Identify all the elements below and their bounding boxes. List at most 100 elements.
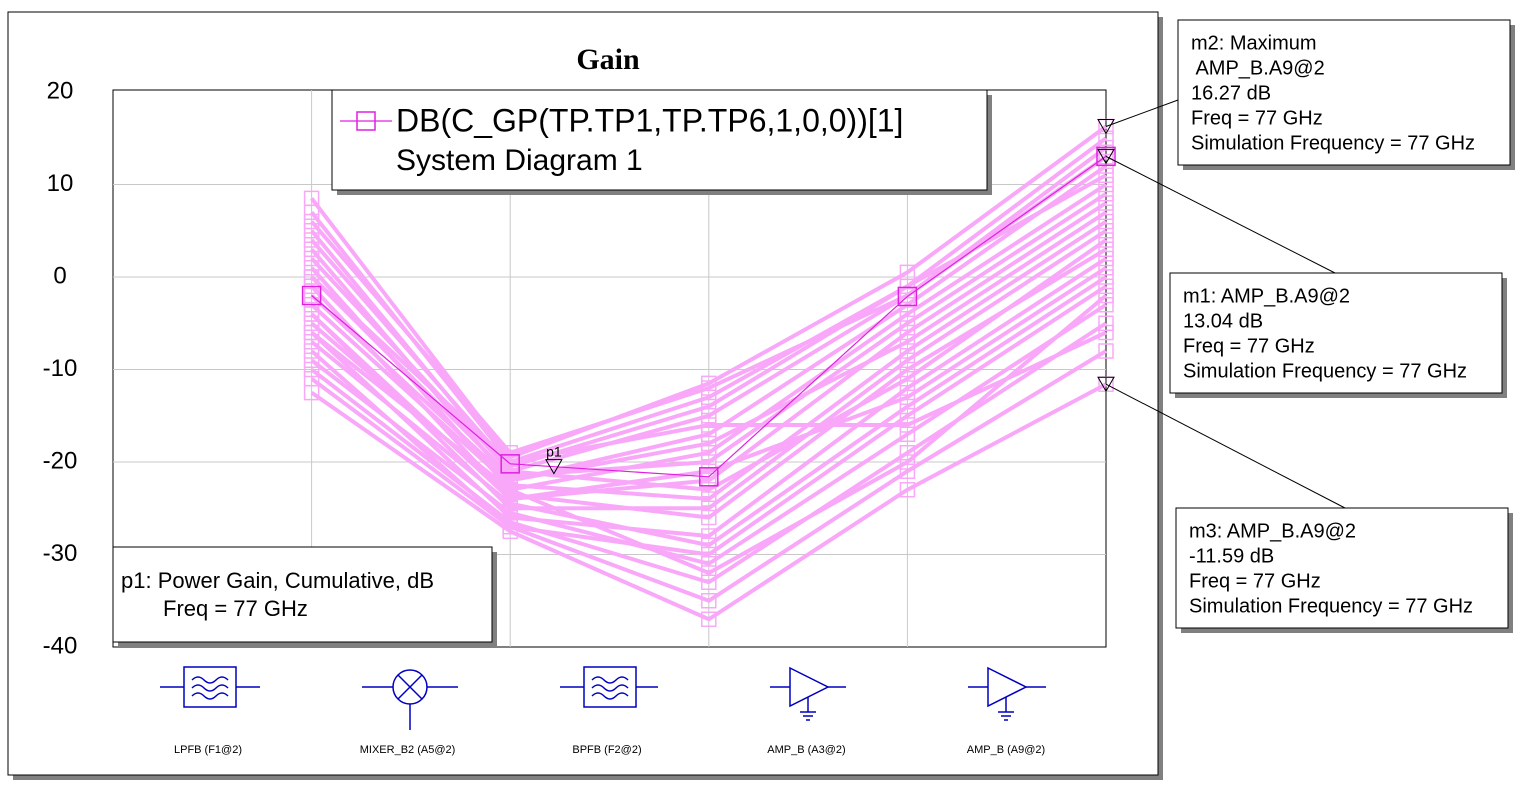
mc-trace-point: [701, 426, 717, 442]
mc-trace-point: [303, 287, 320, 304]
mc-trace-point: [1098, 186, 1114, 202]
mc-trace-point: [1098, 130, 1114, 146]
marker-text: Simulation Frequency = 77 GHz: [1191, 132, 1475, 154]
marker-text: m1: AMP_B.A9@2: [1183, 285, 1350, 307]
mc-trace: [310, 219, 1108, 502]
chart-title: Gain: [576, 43, 640, 76]
mc-trace: [310, 382, 1107, 622]
marker-text: Freq = 77 GHz: [1189, 570, 1321, 592]
mc-trace-point: [1098, 204, 1114, 220]
mc-trace-point: [1098, 278, 1114, 294]
mc-trace-point: [701, 398, 717, 415]
series-line-point: [897, 286, 918, 307]
mc-trace-point: [1098, 232, 1114, 248]
y-tick-label: 20: [47, 77, 74, 104]
series-line: [311, 155, 1107, 478]
mc-trace-point: [1098, 324, 1114, 341]
mc-trace: [310, 321, 1108, 585]
mc-trace: [310, 210, 1108, 483]
x-category-label: BPFB (F2@2): [572, 744, 641, 756]
mc-trace-point: [701, 408, 717, 424]
legend-label: DB(C_GP(TP.TP1,TP.TP6,1,0,0))[1]: [396, 102, 903, 138]
mc-trace-point: [701, 482, 717, 498]
mc-trace-point: [1098, 315, 1114, 331]
mc-trace-point: [1098, 195, 1114, 211]
legend-subtitle: System Diagram 1: [396, 144, 643, 177]
mc-trace-point: [899, 389, 916, 405]
mc-trace-point: [303, 269, 320, 285]
mc-trace-point: [701, 574, 717, 590]
mc-trace-point: [701, 454, 717, 470]
mc-trace-point: [701, 417, 717, 433]
mc-trace-point: [899, 408, 916, 424]
mc-trace: [310, 303, 1108, 566]
mc-trace: [310, 201, 1108, 502]
mc-trace-point: [303, 204, 320, 220]
p1-text: p1: Power Gain, Cumulative, dB: [121, 568, 434, 593]
mc-trace-point: [303, 250, 320, 267]
marker-box: [1177, 19, 1511, 166]
series-line-point: [500, 454, 520, 474]
mc-trace-point: [303, 213, 320, 230]
mc-trace-point: [1098, 167, 1114, 183]
mc-trace-point: [303, 352, 320, 368]
legend-box: [331, 89, 988, 191]
marker-text: Simulation Frequency = 77 GHz: [1189, 595, 1473, 617]
x-category-label: AMP_B (A3@2): [767, 744, 845, 756]
mc-trace-point: [502, 491, 518, 507]
marker-symbol: [1097, 376, 1115, 393]
marker-text: 13.04 dB: [1183, 310, 1263, 332]
marker-box: [1175, 507, 1509, 629]
mc-trace-point: [701, 611, 717, 627]
mc-trace-point: [1098, 287, 1114, 304]
mc-trace-point: [899, 454, 916, 470]
marker-leader: [1105, 99, 1179, 127]
mc-trace: [310, 266, 1108, 502]
x-category-label: MIXER_B2 (A5@2): [360, 744, 456, 756]
mc-trace: [310, 256, 1108, 539]
p1-marker: [545, 459, 563, 475]
mc-trace-point: [899, 371, 916, 387]
p1-text: Freq = 77 GHz: [163, 596, 308, 621]
mc-trace-point: [1098, 343, 1114, 359]
y-tick-label: -10: [43, 355, 78, 382]
mc-trace-point: [899, 417, 916, 433]
mc-trace: [310, 284, 1108, 557]
y-tick-label: 0: [53, 262, 66, 289]
mc-trace-point: [303, 361, 320, 378]
marker-text: m3: AMP_B.A9@2: [1189, 520, 1356, 542]
marker-symbol: [1097, 148, 1115, 165]
marker-text: -11.59 dB: [1189, 545, 1274, 567]
mc-trace: [310, 182, 1108, 492]
mc-trace: [310, 136, 1108, 465]
mc-trace-point: [899, 334, 916, 350]
mc-trace: [310, 275, 1108, 548]
mc-trace-point: [1098, 260, 1114, 276]
marker-text: Simulation Frequency = 77 GHz: [1183, 360, 1467, 382]
mc-trace-point: [701, 509, 717, 526]
marker-symbol: [1097, 119, 1115, 135]
marker-leader: [1105, 155, 1336, 274]
mc-trace-point: [1098, 223, 1114, 239]
mc-trace-point: [899, 426, 916, 442]
mc-trace: [310, 124, 1108, 460]
mc-trace-point: [303, 324, 320, 341]
mc-trace-point: [303, 384, 320, 401]
marker-text: Freq = 77 GHz: [1183, 335, 1315, 357]
mc-trace: [310, 229, 1108, 511]
mc-trace: [310, 349, 1108, 603]
mc-trace-point: [303, 306, 320, 322]
mc-trace-point: [502, 523, 518, 540]
series-line-point: [301, 285, 322, 306]
mc-trace: [310, 192, 1108, 478]
y-tick-label: 10: [47, 170, 74, 197]
p1-tag: p1: [546, 443, 562, 459]
mc-trace-point: [899, 482, 916, 498]
mc-trace-point: [303, 343, 320, 359]
marker-leader: [1105, 383, 1346, 509]
mc-trace-point: [701, 380, 717, 396]
legend-swatch: [356, 111, 376, 131]
marker-text: 16.27 dB: [1191, 82, 1271, 104]
schematic: [160, 666, 1046, 730]
